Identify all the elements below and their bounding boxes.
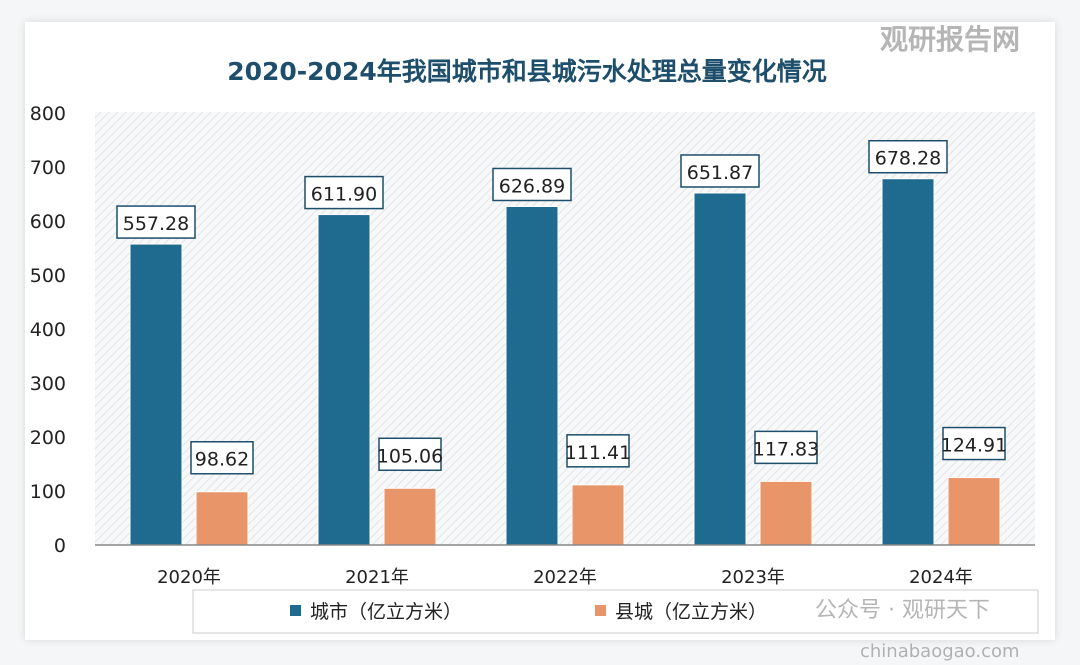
watermark-brand: 观研报告网	[880, 23, 1021, 56]
x-tick-label: 2024年	[909, 567, 973, 588]
legend-label: 城市（亿立方米）	[310, 601, 462, 623]
data-label-box	[304, 175, 384, 210]
watermark-account: 公众号 · 观研天下	[815, 598, 990, 623]
data-label-box	[680, 154, 760, 188]
data-label: 557.28	[123, 213, 189, 235]
bar-city	[693, 192, 747, 546]
legend-swatch	[290, 605, 301, 616]
data-label: 111.41	[565, 442, 631, 464]
data-label-box	[378, 437, 442, 472]
legend-swatch	[595, 605, 606, 616]
bar-city	[317, 214, 371, 546]
y-tick-label: 600	[30, 211, 66, 233]
data-label: 105.06	[377, 445, 443, 467]
data-label-box	[942, 426, 1006, 461]
legend	[192, 589, 1039, 634]
data-label: 626.89	[499, 175, 565, 197]
bar-county	[571, 484, 625, 546]
data-label: 117.83	[753, 438, 819, 460]
data-label-box	[566, 434, 630, 468]
y-tick-label: 300	[30, 373, 66, 395]
bar-county	[383, 487, 437, 546]
x-tick-label: 2021年	[345, 567, 409, 588]
data-label-box	[116, 205, 196, 239]
data-label-box	[190, 440, 254, 475]
bar-city	[129, 243, 183, 546]
data-label-box	[868, 139, 948, 174]
data-label: 651.87	[687, 162, 753, 184]
chart-title: 2020-2024年我国城市和县城污水处理总量变化情况	[227, 57, 827, 86]
bar-county	[759, 480, 813, 546]
data-label-box	[492, 167, 572, 202]
bar-county	[947, 477, 1001, 546]
watermark-url: chinabaogao.com	[860, 641, 1020, 662]
x-tick-label: 2022年	[533, 567, 597, 588]
data-label: 98.62	[195, 449, 249, 471]
bar-city	[505, 205, 559, 546]
y-tick-label: 500	[30, 265, 66, 287]
bar-city	[881, 178, 935, 546]
x-tick-label: 2023年	[721, 567, 785, 588]
y-tick-label: 200	[30, 427, 66, 449]
y-tick-label: 700	[30, 157, 66, 179]
data-label: 678.28	[875, 148, 941, 170]
bar-county	[195, 491, 249, 546]
y-tick-label: 400	[30, 319, 66, 341]
y-tick-label: 800	[30, 103, 66, 125]
y-tick-label: 100	[30, 481, 66, 503]
data-label: 124.91	[941, 435, 1007, 457]
y-tick-label: 0	[54, 535, 66, 557]
data-label: 611.90	[311, 184, 377, 206]
data-label-box	[754, 430, 818, 465]
legend-label: 县城（亿立方米）	[615, 601, 767, 623]
x-tick-label: 2020年	[157, 567, 221, 588]
